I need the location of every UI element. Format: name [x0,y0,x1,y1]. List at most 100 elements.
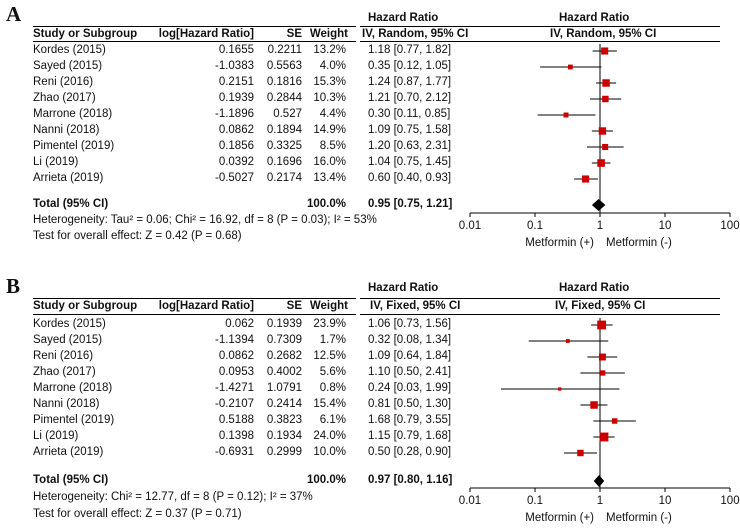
heterogeneity-text: Heterogeneity: Tau² = 0.06; Chi² = 16.92… [33,214,377,226]
table-row-ci: 0.81 [0.50, 1.30] [368,398,452,410]
table-row-ci: 0.24 [0.03, 1.99] [368,382,452,394]
table-row-se: 0.2999 [266,446,302,458]
table-row-weight: 16.0% [313,156,346,168]
table-row-weight: 13.2% [313,44,346,56]
forest-plot-a: 0.01 0.1 1 10 100 Metformin (+) Metformin (-) [459,44,740,249]
table-row-weight: 4.0% [319,60,346,72]
table-row-ci: 1.09 [0.64, 1.84] [368,350,452,362]
se-column-header: SE [286,300,302,312]
table-row-weight: 12.5% [313,350,346,362]
table-row-study: Li (2019) [33,430,79,442]
x-tick-label: 0.1 [527,495,543,507]
total-weight: 100.0% [306,198,346,210]
plot-header-top: Hazard Ratio [559,282,630,294]
forest-panel-b: B Hazard Ratio Hazard Ratio Study or Sub… [0,266,740,532]
header-divider-top-right [360,298,720,299]
favours-left-label: Metformin (+) [525,237,594,249]
pooled-diamond [593,475,605,487]
table-row-loghr: -0.6931 [214,446,254,458]
table-row-ci: 0.30 [0.11, 0.85] [368,108,451,120]
table-row-study: Zhao (2017) [33,92,96,104]
table-row-study: Pimentel (2019) [33,414,115,426]
table-row-weight: 23.9% [313,318,346,330]
panel-letter-b: B [6,274,21,298]
table-row-ci: 0.60 [0.40, 0.93] [368,172,452,184]
x-tick-label: 1 [597,220,603,232]
table-row-weight: 13.4% [313,172,346,184]
study-marker [597,320,607,330]
hr-header-top: Hazard Ratio [368,282,439,294]
table-row-loghr: 0.062 [225,318,254,330]
study-marker [600,370,606,376]
se-column-header: SE [286,28,302,40]
x-tick-label: 1 [597,495,603,507]
weight-column-header: Weight [309,28,348,40]
favours-left-label: Metformin (+) [525,512,594,524]
table-row-loghr: -1.1394 [214,334,254,346]
table-row-study: Kordes (2015) [33,44,106,56]
loghr-column-header: log[Hazard Ratio] [158,28,254,40]
header-divider-top-right [360,26,720,27]
plot-subheader: IV, Fixed, 95% CI [555,300,646,312]
table-row-study: Marrone (2018) [33,382,113,394]
table-row-weight: 15.4% [313,398,346,410]
total-label: Total (95% CI) [33,474,109,486]
table-row-study: Pimentel (2019) [33,140,115,152]
study-marker [563,112,569,118]
forest-panel-a: A Hazard Ratio Hazard Ratio Study or Sub… [6,2,740,249]
panel-letter-a: A [6,2,22,26]
table-row-weight: 0.8% [319,382,346,394]
table-row-loghr: 0.1856 [218,140,254,152]
table-row-ci: 1.06 [0.73, 1.56] [368,318,452,330]
study-marker [602,143,609,151]
x-tick-label: 10 [659,220,672,232]
table-row-study: Kordes (2015) [33,318,106,330]
study-column-header: Study or Subgroup [33,300,138,312]
table-row-se: 0.1939 [266,318,302,330]
table-row-ci: 1.24 [0.87, 1.77] [368,76,452,88]
x-tick-label: 0.01 [459,495,481,507]
total-label: Total (95% CI) [33,198,109,210]
x-tick-label: 100 [720,220,739,232]
table-row-loghr: 0.1939 [218,92,254,104]
table-row-loghr: 0.1398 [218,430,254,442]
table-row-study: Reni (2016) [33,76,94,88]
table-row-loghr: 0.1655 [218,44,254,56]
table-row-ci: 1.20 [0.63, 2.31] [368,140,452,152]
study-marker [599,432,609,442]
study-marker [611,418,618,424]
study-marker [582,175,590,183]
table-row-ci: 0.50 [0.28, 0.90] [368,446,452,458]
table-row-study: Li (2019) [33,156,79,168]
forest-plot-b: 0.01 0.1 1 10 100 Metformin (+) Metformin (-) [459,318,740,524]
table-row-ci: 1.15 [0.79, 1.68] [368,430,452,442]
pooled-diamond [591,199,606,211]
table-row-loghr: 0.5188 [218,414,254,426]
table-row-se: 1.0791 [266,382,302,394]
table-row-ci: 1.10 [0.50, 2.41] [368,366,452,378]
total-ci: 0.97 [0.80, 1.16] [368,474,453,486]
table-row-se: 0.2414 [266,398,302,410]
table-row-loghr: 0.0862 [218,124,254,136]
table-row-study: Nanni (2018) [33,124,100,136]
study-marker [601,47,609,55]
table-row-se: 0.1934 [266,430,302,442]
header-divider-top-left [33,26,356,27]
table-row-se: 0.527 [273,108,302,120]
study-marker [602,95,609,103]
table-row-se: 0.1696 [266,156,302,168]
table-row-weight: 10.0% [313,446,346,458]
table-row-weight: 4.4% [319,108,346,120]
x-tick-label: 0.1 [527,220,543,232]
table-row-weight: 15.3% [313,76,346,88]
table-row-loghr: -1.0383 [214,60,254,72]
table-row-ci: 1.04 [0.75, 1.45] [368,156,452,168]
table-row-ci: 0.32 [0.08, 1.34] [368,334,452,346]
table-row-ci: 1.68 [0.79, 3.55] [368,414,452,426]
total-weight: 100.0% [306,474,346,486]
table-row-weight: 14.9% [313,124,346,136]
table-row-weight: 6.1% [319,414,346,426]
table-row-se: 0.7309 [266,334,302,346]
table-row-loghr: -0.2107 [214,398,254,410]
hr-column-subheader: IV, Random, 95% CI [362,28,469,40]
